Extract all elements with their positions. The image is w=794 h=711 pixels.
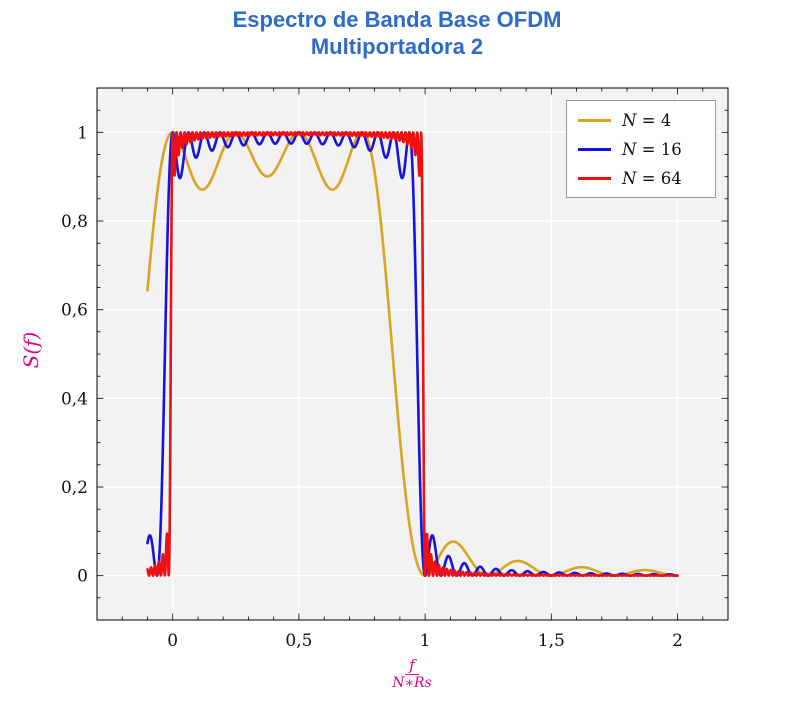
legend-item-n16: N = 16 [578, 139, 704, 159]
legend-line-sample-n16 [578, 147, 611, 151]
y-tick-label: 1 [77, 123, 88, 143]
x-axis-label-fraction: f N∗Rs [392, 656, 432, 692]
x-tick-label: 1,5 [538, 631, 565, 651]
legend: N = 4 N = 16 N = 64 [566, 100, 716, 198]
legend-label-n4: N = 4 [622, 110, 672, 130]
y-axis-label: S(f) [19, 331, 43, 369]
y-tick-label: 0,2 [61, 478, 88, 498]
x-tick-label: 0 [167, 631, 178, 651]
legend-item-n4: N = 4 [578, 110, 704, 130]
legend-label-n64: N = 64 [622, 168, 682, 188]
x-label-denominator: N∗Rs [392, 675, 432, 691]
x-axis-label: f N∗Rs [392, 655, 432, 692]
legend-line-sample-n64 [578, 176, 611, 180]
chart-title-line2: Multiportadora 2 [310, 34, 484, 59]
chart-title-line1: Espectro de Banda Base OFDM [232, 7, 562, 32]
y-tick-label: 0,6 [61, 301, 88, 321]
legend-line-sample-n4 [578, 118, 611, 122]
x-tick-label: 0,5 [285, 631, 312, 651]
plot-border [96, 87, 729, 621]
y-tick-label: 0,8 [61, 212, 88, 232]
y-tick-label: 0,4 [61, 389, 88, 409]
series-n64 [146, 131, 679, 577]
legend-item-n64: N = 64 [578, 168, 704, 188]
x-tick-label: 1 [420, 631, 431, 651]
chart-title: Espectro de Banda Base OFDM Multiportado… [0, 6, 794, 60]
y-tick-label: 0 [77, 567, 88, 587]
legend-label-n16: N = 16 [622, 139, 682, 159]
x-tick-label: 2 [672, 631, 683, 651]
x-label-numerator: f [405, 656, 419, 675]
